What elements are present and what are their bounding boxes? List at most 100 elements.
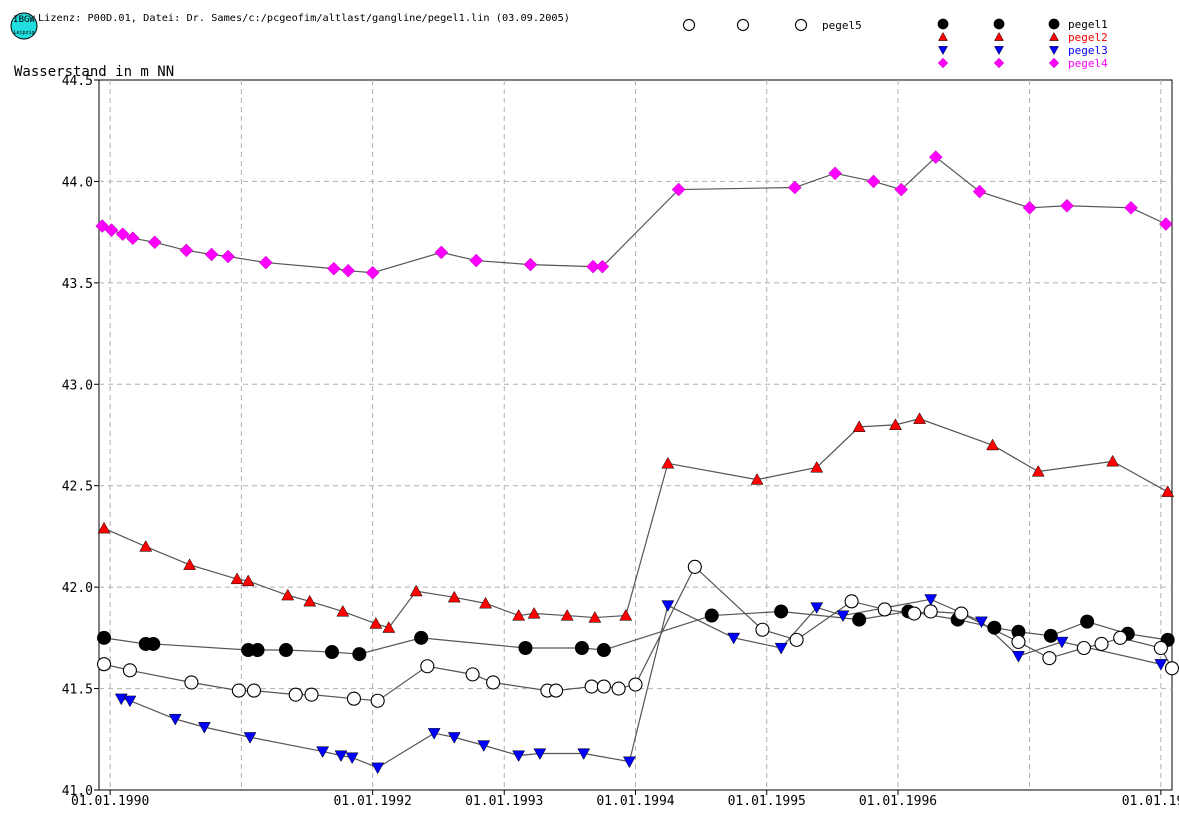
data-point-pegel2 bbox=[241, 574, 255, 587]
data-point-pegel4 bbox=[1159, 217, 1173, 231]
data-point-pegel3 bbox=[727, 632, 741, 645]
data-point-pegel4 bbox=[258, 255, 273, 270]
data-point-pegel3 bbox=[974, 616, 988, 629]
series-lines bbox=[101, 156, 1173, 769]
data-point-pegel5 bbox=[1113, 630, 1128, 645]
legend-marker-pegel4 bbox=[993, 57, 1005, 69]
data-point-pegel4 bbox=[204, 247, 219, 262]
data-point-pegel1 bbox=[1043, 628, 1058, 643]
data-point-pegel4 bbox=[469, 253, 484, 268]
data-point-pegel2 bbox=[409, 584, 423, 597]
y-tick-labels: 41.0 41.5 42.0 42.5 43.0 43.5 44.0 44.5 bbox=[62, 74, 99, 799]
legend-label-pegel2: pegel2 bbox=[1068, 31, 1108, 44]
data-point-pegel1 bbox=[774, 604, 789, 619]
data-point-pegel5 bbox=[584, 679, 599, 694]
data-point-pegel4 bbox=[1060, 198, 1074, 213]
data-point-pegel1 bbox=[325, 645, 340, 660]
data-point-pegel3 bbox=[447, 732, 461, 744]
legend-marker-pegel4 bbox=[937, 57, 949, 69]
data-point-pegel3 bbox=[533, 748, 547, 761]
data-point-pegel4 bbox=[221, 249, 235, 264]
data-point-pegel1 bbox=[852, 612, 867, 627]
data-point-pegel5 bbox=[954, 606, 969, 621]
data-point-pegel5 bbox=[346, 691, 361, 706]
y-tick-label: 43.0 bbox=[62, 378, 93, 393]
data-point-pegel3 bbox=[810, 602, 824, 614]
legend-label-pegel1: pegel1 bbox=[1068, 18, 1108, 31]
data-point-pegel2 bbox=[336, 604, 350, 617]
data-point-pegel5 bbox=[1094, 636, 1109, 651]
legend-label-pegel3: pegel3 bbox=[1068, 44, 1108, 57]
data-point-pegel1 bbox=[97, 630, 112, 645]
data-point-pegel2 bbox=[913, 412, 926, 424]
legend-marker-pegel5 bbox=[736, 18, 750, 32]
data-point-pegel4 bbox=[95, 219, 110, 233]
data-point-pegel5 bbox=[628, 677, 643, 692]
x-tick-labels: 01.01.1990 01.01.1992 01.01.1993 01.01.1994… bbox=[71, 790, 1179, 809]
data-point-pegel5 bbox=[1076, 640, 1091, 656]
data-point-pegel2 bbox=[619, 609, 633, 621]
data-point-pegel1 bbox=[704, 608, 719, 623]
data-point-pegel5 bbox=[755, 622, 770, 637]
data-point-pegel2 bbox=[750, 473, 764, 485]
data-point-pegel1 bbox=[596, 643, 611, 658]
data-point-pegel2 bbox=[281, 588, 295, 601]
y-tick-label: 44.0 bbox=[62, 175, 93, 190]
data-point-pegel2 bbox=[889, 418, 902, 430]
data-point-pegel5 bbox=[465, 667, 480, 682]
data-point-pegel3 bbox=[512, 750, 526, 763]
data-point-pegel3 bbox=[334, 750, 348, 763]
data-point-pegel4 bbox=[866, 174, 881, 189]
data-point-pegel5 bbox=[96, 657, 112, 672]
data-point-pegel4 bbox=[523, 257, 538, 272]
data-point-pegel5 bbox=[789, 632, 804, 647]
series-line-pegel2 bbox=[103, 418, 1168, 629]
data-point-pegel2 bbox=[986, 438, 999, 451]
data-point-pegel5 bbox=[1164, 661, 1179, 676]
data-point-pegel4 bbox=[341, 263, 356, 278]
data-point-pegel3 bbox=[577, 748, 591, 761]
series-line-pegel3 bbox=[121, 598, 1161, 769]
data-point-pegel2 bbox=[661, 456, 675, 469]
data-point-pegel3 bbox=[774, 642, 788, 655]
data-point-pegel4 bbox=[586, 259, 600, 274]
data-point-pegel5 bbox=[844, 594, 859, 609]
x-tick-label: 01.01.1996 bbox=[859, 794, 937, 809]
data-point-pegel5 bbox=[486, 675, 501, 690]
data-point-pegel2 bbox=[479, 596, 492, 609]
data-point-pegel1 bbox=[574, 641, 589, 655]
data-point-pegel3 bbox=[316, 746, 330, 758]
data-point-pegel3 bbox=[427, 728, 441, 740]
logo-text: IBGW bbox=[13, 15, 35, 25]
data-point-pegel4 bbox=[115, 227, 130, 242]
data-point-pegel5 bbox=[596, 679, 611, 694]
x-tick-label: 01.01.1995 bbox=[728, 794, 806, 809]
legend-marker-pegel5 bbox=[794, 18, 808, 32]
data-point-pegel2 bbox=[369, 617, 383, 629]
data-point-pegel4 bbox=[972, 184, 987, 199]
data-point-pegel2 bbox=[139, 540, 153, 552]
y-axis-title: Wasserstand in m NN bbox=[14, 64, 174, 80]
data-point-pegel3 bbox=[168, 713, 182, 726]
data-point-pegel5 bbox=[122, 663, 137, 678]
data-point-pegel2 bbox=[183, 558, 197, 570]
data-point-pegel5 bbox=[288, 687, 303, 702]
data-point-pegel2 bbox=[527, 606, 541, 619]
data-point-pegel3 bbox=[924, 594, 938, 606]
data-point-pegel3 bbox=[1055, 636, 1069, 649]
license-line: Lizenz: P00D.01, Datei: Dr. Sames/c:/pcg… bbox=[38, 13, 570, 24]
data-point-pegel2 bbox=[852, 420, 866, 432]
data-point-pegel1 bbox=[352, 647, 367, 662]
data-point-pegel5 bbox=[246, 683, 262, 698]
data-point-pegel5 bbox=[1153, 640, 1168, 656]
x-tick-label: 01.01.1993 bbox=[465, 794, 543, 809]
series-line-pegel4 bbox=[101, 156, 1167, 274]
legend-marker-pegel4 bbox=[1048, 57, 1060, 69]
data-point-pegel3 bbox=[1154, 659, 1168, 671]
data-point-pegel5 bbox=[1011, 634, 1026, 649]
data-point-pegel4 bbox=[787, 180, 802, 195]
legend-marker-pegel2 bbox=[994, 31, 1004, 41]
y-tick-label: 41.0 bbox=[62, 784, 93, 799]
legend-marker-pegel3 bbox=[994, 46, 1004, 56]
logo-subtext: Leipzig bbox=[13, 30, 34, 36]
